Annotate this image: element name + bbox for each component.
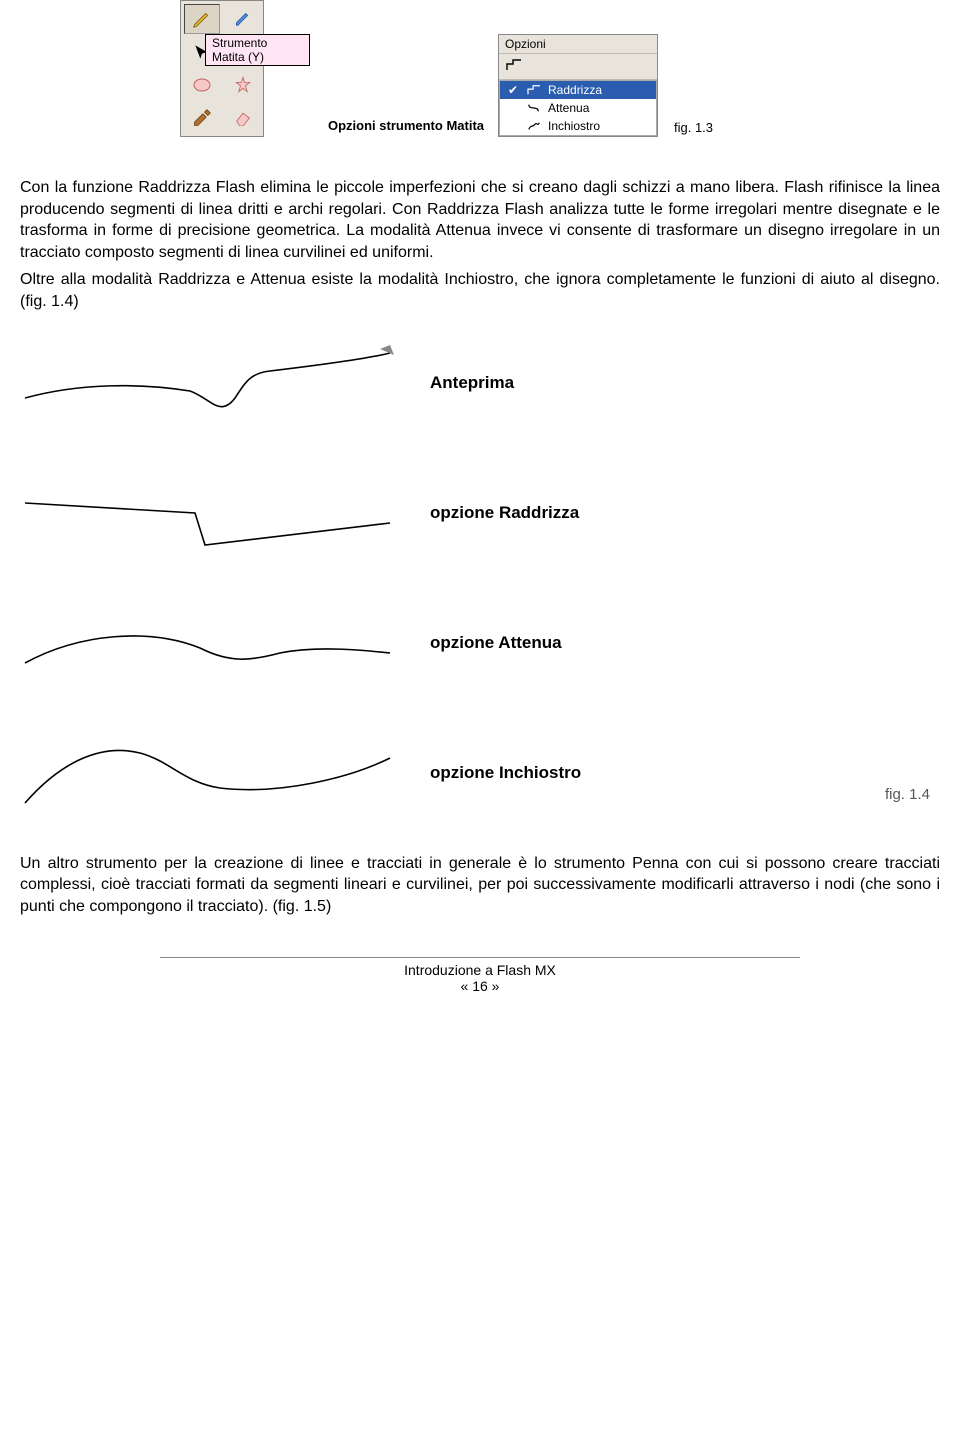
label-anteprima: Anteprima: [430, 373, 514, 393]
fig-1-4-caption: fig. 1.4: [885, 786, 930, 803]
opzione-label: Attenua: [548, 101, 589, 115]
straighten-icon: [526, 84, 542, 96]
pencil-icon: [191, 8, 213, 30]
tool-brush[interactable]: [225, 4, 261, 34]
straighten-icon: [505, 58, 523, 72]
label-raddrizza: opzione Raddrizza: [430, 503, 579, 523]
options-label: Opzioni strumento Matita: [328, 118, 484, 137]
line-raddrizza: [20, 473, 400, 553]
paragraph-1: Con la funzione Raddrizza Flash elimina …: [20, 177, 940, 263]
footer: Introduzione a Flash MX « 16 »: [20, 962, 940, 994]
figure-1-3: Strumento Matita (Y) Opzioni strumento M…: [20, 0, 940, 137]
oval-icon: [192, 77, 212, 93]
opzione-raddrizza[interactable]: ✔ Raddrizza: [500, 81, 656, 99]
eyedropper-icon: [192, 108, 212, 128]
opzioni-dropdown: ✔ Raddrizza Attenua Inchiostro: [499, 80, 657, 136]
opzione-label: Inchiostro: [548, 119, 600, 133]
label-attenua: opzione Attenua: [430, 633, 562, 653]
pencil-tooltip: Strumento Matita (Y): [205, 34, 310, 66]
opzioni-title: Opzioni: [499, 35, 657, 54]
opzione-inchiostro[interactable]: Inchiostro: [500, 117, 656, 135]
toolbox-area: Strumento Matita (Y): [20, 0, 310, 137]
fig14-row-raddrizza: opzione Raddrizza: [20, 473, 940, 553]
tool-eyedropper[interactable]: [184, 103, 220, 133]
line-anteprima: [20, 343, 400, 423]
label-inchiostro: opzione Inchiostro: [430, 763, 581, 783]
tool-eraser[interactable]: [225, 103, 261, 133]
footer-page: « 16 »: [20, 978, 940, 994]
tool-star[interactable]: [225, 70, 261, 100]
smooth-icon: [526, 102, 542, 114]
figure-1-4: Anteprima opzione Raddrizza opzione Atte…: [20, 343, 940, 813]
tool-oval[interactable]: [184, 70, 220, 100]
tool-palette: [180, 0, 264, 137]
opzioni-panel: Opzioni ✔ Raddrizza Attenua Inchiostro: [498, 34, 658, 137]
paragraph-3: Un altro strumento per la creazione di l…: [20, 853, 940, 918]
ink-icon: [526, 120, 542, 132]
opzione-attenua[interactable]: Attenua: [500, 99, 656, 117]
line-inchiostro: [20, 733, 400, 813]
eraser-icon: [233, 110, 253, 126]
opzione-label: Raddrizza: [548, 83, 602, 97]
star-icon: [233, 75, 253, 95]
tool-pencil[interactable]: [184, 4, 220, 34]
paragraph-2: Oltre alla modalità Raddrizza e Attenua …: [20, 269, 940, 312]
fig-1-3-caption: fig. 1.3: [674, 120, 713, 135]
check-icon: ✔: [506, 83, 520, 97]
line-attenua: [20, 603, 400, 683]
fig14-row-inchiostro: opzione Inchiostro: [20, 733, 940, 813]
footer-rule: [160, 957, 800, 958]
fig14-row-anteprima: Anteprima: [20, 343, 940, 423]
fig14-row-attenua: opzione Attenua: [20, 603, 940, 683]
footer-title: Introduzione a Flash MX: [20, 962, 940, 978]
opzioni-current-icon[interactable]: [499, 54, 657, 80]
brush-icon: [232, 8, 254, 30]
